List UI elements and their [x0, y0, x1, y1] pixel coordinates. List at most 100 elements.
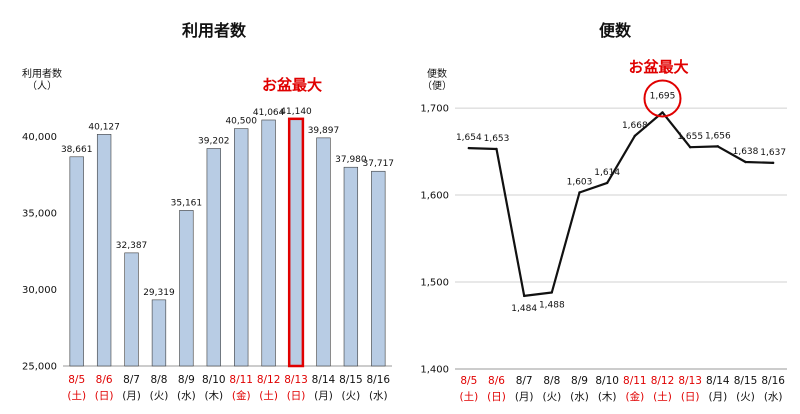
x-day-label: (月) — [515, 391, 534, 403]
bar-value-label: 32,387 — [116, 241, 148, 251]
highlight-circle — [643, 79, 682, 118]
bar — [261, 119, 276, 367]
line-point — [771, 161, 775, 165]
x-day-label: (火) — [342, 390, 361, 402]
bar-value-label: 37,980 — [335, 155, 367, 165]
line-value-label: 1,695 — [650, 91, 676, 101]
x-day-label: (木) — [598, 391, 617, 403]
x-date-label: 8/16 — [761, 375, 785, 387]
bar — [179, 210, 194, 367]
y-tick-label: 30,000 — [22, 285, 57, 296]
x-day-label: (月) — [314, 390, 333, 402]
line-point — [495, 147, 498, 151]
line-value-label: 1,656 — [705, 131, 731, 141]
bar — [316, 137, 331, 367]
line-point — [688, 146, 692, 149]
x-date-label: 8/10 — [595, 375, 619, 387]
line-point — [578, 191, 581, 194]
bar-value-label: 41,064 — [253, 108, 285, 118]
x-date-label: 8/8 — [543, 375, 560, 387]
y-tick-label: 1,700 — [420, 104, 449, 115]
bar-value-label: 37,717 — [363, 159, 395, 169]
x-date-label: 8/14 — [706, 375, 730, 387]
bar — [151, 299, 167, 367]
bar-chart-y-unit: 利用者数（人） — [22, 67, 62, 92]
bar-value-label: 39,202 — [198, 137, 230, 147]
y-unit-line: 便数 — [427, 67, 447, 80]
line-value-label: 1,654 — [456, 133, 482, 143]
bar-chart-title: 利用者数 — [182, 21, 247, 40]
x-day-label: (水) — [177, 390, 196, 402]
line-point — [716, 145, 720, 148]
line-chart-y-unit: 便数（便） — [422, 67, 452, 92]
y-tick-label: 35,000 — [22, 208, 57, 219]
line-point — [467, 146, 471, 150]
bar-value-label: 29,319 — [143, 288, 175, 298]
y-unit-line: （便） — [422, 79, 452, 92]
y-tick-label: 25,000 — [22, 362, 57, 373]
y-tick-label: 1,400 — [420, 365, 449, 376]
x-day-label: (土) — [653, 390, 672, 403]
line-point — [522, 294, 526, 298]
x-day-label: (火) — [736, 391, 755, 403]
x-date-label: 8/5 — [68, 374, 85, 386]
x-day-label: (水) — [570, 391, 589, 403]
line-value-label: 1,603 — [567, 177, 593, 187]
bar-value-label: 35,161 — [171, 198, 203, 208]
x-date-label: 8/11 — [229, 374, 253, 386]
y-tick-label: 40,000 — [22, 132, 57, 143]
highlighted-bar — [287, 117, 305, 368]
x-day-label: (水) — [369, 390, 388, 402]
y-tick-label: 1,600 — [420, 191, 449, 202]
bar-value-label: 40,500 — [225, 117, 257, 127]
line-value-label: 1,488 — [539, 300, 565, 310]
bar — [69, 156, 84, 367]
x-date-label: 8/9 — [571, 375, 588, 387]
line-value-label: 1,638 — [733, 147, 759, 157]
bar-value-label: 39,897 — [308, 126, 340, 136]
bar — [206, 148, 221, 367]
bar — [124, 252, 139, 367]
x-date-label: 8/16 — [366, 374, 390, 386]
x-day-label: (水) — [764, 391, 783, 403]
line-point — [633, 134, 637, 138]
x-date-label: 8/13 — [678, 375, 702, 387]
x-day-label: (金) — [625, 390, 644, 403]
x-day-label: (日) — [95, 390, 114, 402]
bar — [234, 128, 249, 367]
line-point — [744, 160, 747, 164]
x-day-label: (火) — [150, 390, 169, 402]
y-unit-line: （人） — [27, 80, 57, 92]
x-day-label: (土) — [67, 389, 86, 402]
x-day-label: (火) — [542, 391, 561, 403]
line-value-label: 1,653 — [484, 134, 510, 144]
line-point — [605, 181, 609, 185]
x-date-label: 8/14 — [312, 374, 336, 386]
x-date-label: 8/11 — [623, 375, 647, 387]
line-value-label: 1,655 — [677, 132, 703, 142]
line-value-label: 1,668 — [622, 121, 648, 131]
bar — [371, 170, 386, 367]
x-date-label: 8/12 — [651, 375, 675, 387]
line-value-label: 1,614 — [594, 168, 620, 178]
bar — [96, 134, 112, 367]
line-chart-annotation: お盆最大 — [628, 58, 688, 76]
line-chart-title: 便数 — [599, 21, 632, 40]
passengers-bar-chart: 利用者数 利用者数（人） 25,000 30,000 35,000 40,000 8/… — [22, 21, 394, 402]
x-date-label: 8/7 — [123, 374, 140, 386]
x-date-label: 8/5 — [460, 375, 477, 387]
bar-value-label: 41,140 — [280, 107, 312, 117]
x-date-label: 8/6 — [96, 374, 113, 386]
x-date-label: 8/6 — [488, 375, 505, 387]
x-day-label: (土) — [259, 389, 278, 402]
line-value-label: 1,637 — [760, 148, 786, 158]
x-day-label: (日) — [487, 391, 506, 403]
x-date-label: 8/8 — [151, 374, 168, 386]
x-day-label: (金) — [232, 389, 251, 402]
bar-value-label: 38,661 — [61, 145, 93, 155]
bar-chart-annotation: お盆最大 — [262, 76, 322, 94]
x-day-label: (月) — [122, 390, 141, 402]
line-point — [550, 291, 554, 294]
x-date-label: 8/10 — [202, 374, 226, 386]
